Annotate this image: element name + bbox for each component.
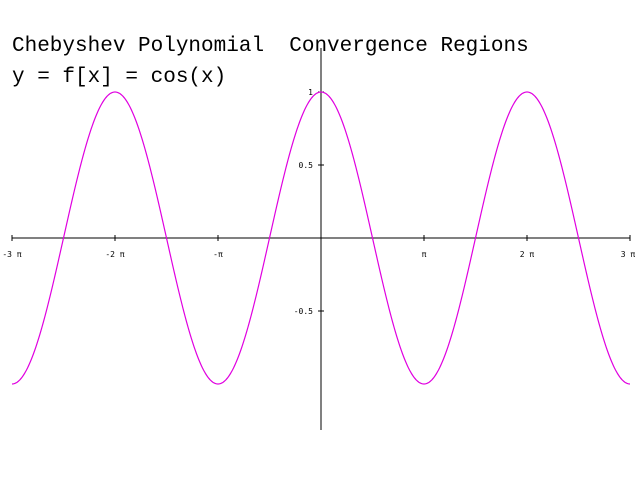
x-ticks: -3 π -2 π -π π 2 π 3 π [2, 235, 635, 259]
y-tick-label: -0.5 [294, 307, 313, 316]
x-tick-label: π [422, 250, 427, 259]
x-tick-label: -3 π [2, 250, 21, 259]
chart-title: Chebyshev Polynomial Convergence Regions [12, 35, 529, 58]
x-tick-label: -π [213, 250, 223, 259]
x-tick-label: 3 π [621, 250, 636, 259]
chart-subtitle: y = f[x] = cos(x) [12, 66, 227, 89]
y-ticks: 1 0.5 -0.5 [294, 88, 324, 316]
x-tick-label: -2 π [105, 250, 124, 259]
x-tick-label: 2 π [520, 250, 535, 259]
series-line-cos [11, 91, 631, 385]
y-tick-label: 0.5 [299, 161, 314, 170]
y-tick-label: 1 [308, 88, 313, 97]
